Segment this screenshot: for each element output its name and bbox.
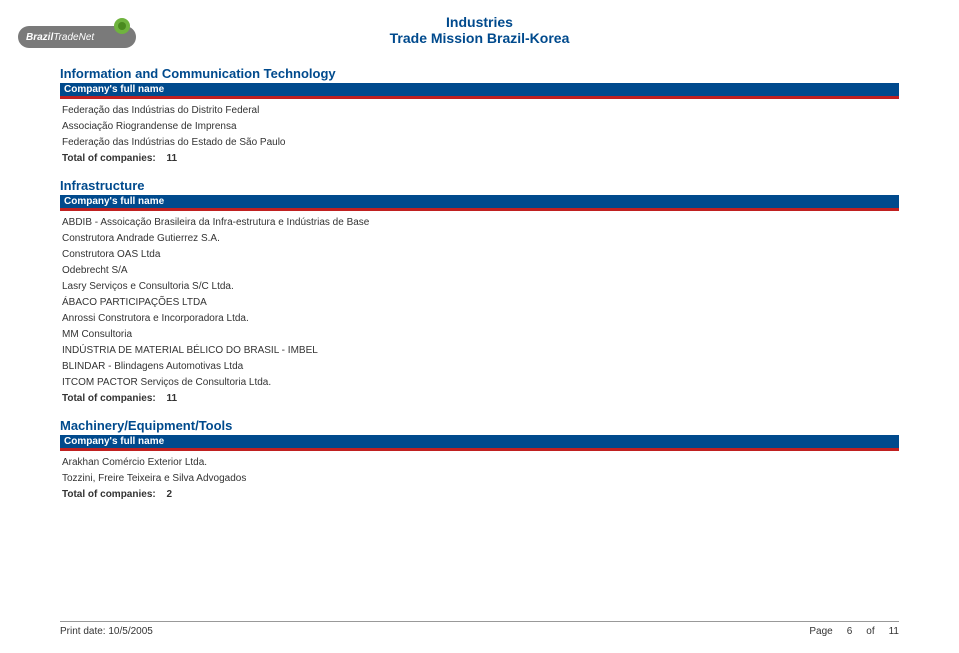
section-title: Infrastructure <box>60 178 899 193</box>
total-line: Total of companies: 11 <box>60 150 899 172</box>
section-machinery: Machinery/Equipment/Tools Company's full… <box>60 418 899 508</box>
of-label: of <box>866 626 874 637</box>
header-line1: Industries <box>60 14 899 30</box>
column-header-bar: Company's full name <box>60 83 899 99</box>
page-number: 6 <box>847 626 853 637</box>
logo-text: BrazilTradeNet <box>26 32 94 43</box>
page-indicator: Page 6 of 11 <box>809 626 899 637</box>
page-total: 11 <box>889 626 899 637</box>
company-row: Anrossi Construtora e Incorporadora Ltda… <box>60 310 899 326</box>
header-line2: Trade Mission Brazil-Korea <box>60 30 899 46</box>
page: BrazilTradeNet Industries Trade Mission … <box>0 0 959 653</box>
company-row: Arakhan Comércio Exterior Ltda. <box>60 454 899 470</box>
print-date-value: 10/5/2005 <box>108 626 153 637</box>
total-line: Total of companies: 11 <box>60 390 899 412</box>
print-date-label: Print date: <box>60 626 106 637</box>
brazil-tradenet-logo: BrazilTradeNet <box>18 18 148 50</box>
company-row: Lasry Serviços e Consultoria S/C Ltda. <box>60 278 899 294</box>
company-row: Federação das Indústrias do Distrito Fed… <box>60 102 899 118</box>
company-row: INDÚSTRIA DE MATERIAL BÉLICO DO BRASIL -… <box>60 342 899 358</box>
total-label: Total of companies: <box>62 393 156 404</box>
section-title: Information and Communication Technology <box>60 66 899 81</box>
company-row: Construtora Andrade Gutierrez S.A. <box>60 230 899 246</box>
company-row: ITCOM PACTOR Serviços de Consultoria Ltd… <box>60 374 899 390</box>
total-label: Total of companies: <box>62 489 156 500</box>
column-header-bar: Company's full name <box>60 435 899 451</box>
print-date: Print date: 10/5/2005 <box>60 626 153 637</box>
company-row: ABDIB - Assoicação Brasileira da Infra-e… <box>60 214 899 230</box>
content: Information and Communication Technology… <box>60 66 899 508</box>
total-value: 11 <box>167 393 178 404</box>
company-row: Tozzini, Freire Teixeira e Silva Advogad… <box>60 470 899 486</box>
total-value: 11 <box>167 153 178 164</box>
company-row: Associação Riograndense de Imprensa <box>60 118 899 134</box>
column-header-bar: Company's full name <box>60 195 899 211</box>
section-title: Machinery/Equipment/Tools <box>60 418 899 433</box>
total-value: 2 <box>167 489 173 500</box>
company-row: BLINDAR - Blindagens Automotivas Ltda <box>60 358 899 374</box>
section-infrastructure: Infrastructure Company's full name ABDIB… <box>60 178 899 412</box>
section-ict: Information and Communication Technology… <box>60 66 899 172</box>
total-label: Total of companies: <box>62 153 156 164</box>
total-line: Total of companies: 2 <box>60 486 899 508</box>
page-header: Industries Trade Mission Brazil-Korea <box>60 0 899 46</box>
logo-dot-icon <box>114 18 130 34</box>
company-row: MM Consultoria <box>60 326 899 342</box>
company-row: Federação das Indústrias do Estado de Sã… <box>60 134 899 150</box>
page-footer: Print date: 10/5/2005 Page 6 of 11 <box>60 621 899 637</box>
company-row: Odebrecht S/A <box>60 262 899 278</box>
company-row: ÁBACO PARTICIPAÇÕES LTDA <box>60 294 899 310</box>
page-label: Page <box>809 626 832 637</box>
company-row: Construtora OAS Ltda <box>60 246 899 262</box>
